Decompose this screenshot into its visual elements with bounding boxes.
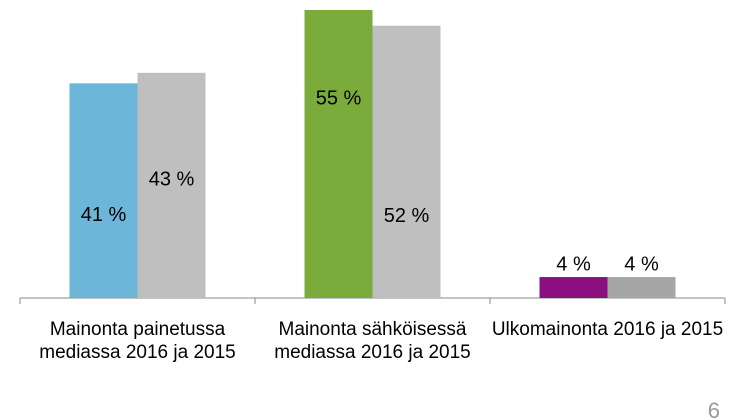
x-tick-label: Ulkomainonta 2016 ja 2015 [491,319,724,340]
bar [69,83,138,299]
value-label: 41 % [81,204,127,226]
bar [304,10,373,298]
bar [137,72,206,298]
value-label: 4 % [556,253,591,275]
bar [539,277,608,298]
bar [372,25,441,298]
value-label: 55 % [316,87,362,109]
page-number: 6 [707,398,720,420]
value-label: 43 % [149,169,195,191]
value-label: 52 % [384,205,430,227]
x-tick-label: Mainonta painetussa mediassa 2016 ja 201… [39,319,236,363]
x-tick-label: Mainonta sähköisessä mediassa 2016 ja 20… [274,319,471,363]
value-label: 4 % [624,253,659,275]
bar [607,277,676,298]
